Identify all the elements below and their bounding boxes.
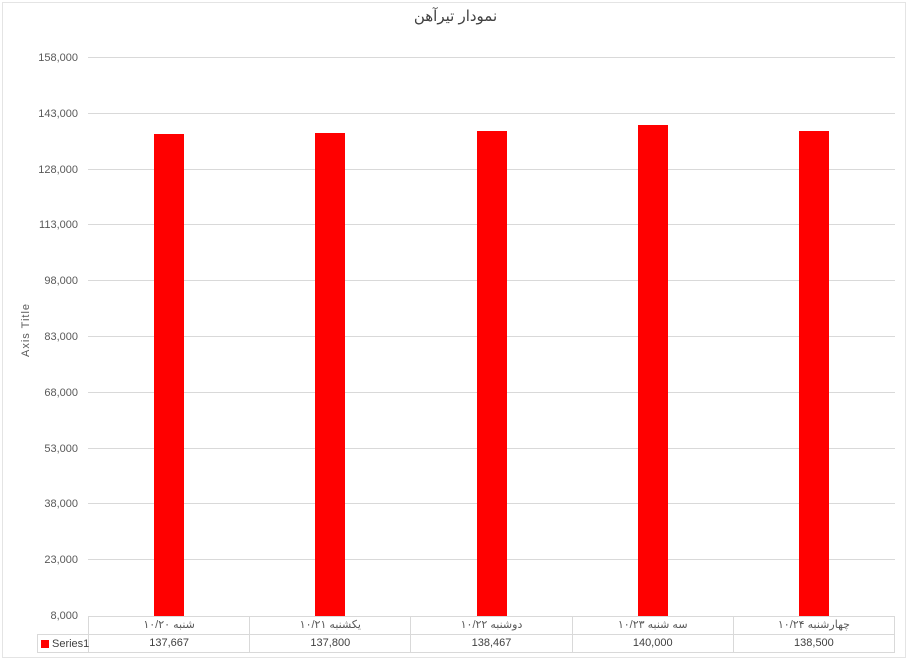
table-value-cell: 137,800: [250, 635, 412, 652]
chart-title: نمودار تیرآهن: [413, 8, 498, 25]
category-label: چهارشنبه ۱۰/۲۴: [777, 619, 850, 631]
y-tick-label: 98,000: [44, 275, 78, 288]
series1-bar-2[interactable]: [315, 133, 345, 616]
y-tick-label: 53,000: [44, 442, 78, 455]
table-value-cell: 138,500: [794, 637, 834, 649]
gridline: [88, 57, 895, 58]
category-label: یکشنبه ۱۰/۲۱: [250, 617, 412, 634]
category-label: سه شنبه ۱۰/۲۳: [573, 617, 734, 634]
table-value-cell: 137,667: [89, 635, 251, 652]
series1-bar-3[interactable]: [477, 131, 507, 616]
y-tick-label: 23,000: [44, 554, 78, 567]
category-label: شنبه ۱۰/۲۰: [89, 617, 251, 634]
y-tick-label: 143,000: [38, 107, 78, 120]
gridline: [88, 112, 895, 114]
series-color-swatch-icon: [41, 639, 49, 648]
y-tick-label: 128,000: [38, 163, 78, 176]
category-axis-row: شنبه ۱۰/۲۰ یکشنبه ۱۰/۲۱ دوشنبه ۱۰/۲۲ سه شنب…: [88, 616, 895, 634]
y-tick-label: 8,000: [50, 610, 78, 622]
category-label: دوشنبه ۱۰/۲۲: [411, 617, 573, 634]
legend-series-label: Series1: [52, 637, 90, 650]
y-tick-label: 68,000: [44, 386, 78, 399]
table-value-cell: 140,000: [573, 635, 734, 652]
y-tick-label: 113,000: [39, 219, 78, 232]
legend-cell[interactable]: Series1: [38, 635, 89, 652]
series1-bar-1[interactable]: [154, 134, 184, 616]
series1-bar-5[interactable]: [799, 131, 829, 616]
y-tick-label: 83,000: [44, 331, 78, 343]
y-tick-label: 38,000: [44, 498, 78, 511]
y-axis-title: Axis Title: [20, 302, 32, 358]
series1-bar-4[interactable]: [638, 125, 668, 616]
y-tick-label: 158,000: [38, 52, 78, 64]
table-value-cell: 138,467: [411, 635, 573, 652]
plot-area: [88, 57, 895, 616]
data-table-row: Series1 137,667 137,800 138,467 140,000 138,…: [37, 634, 895, 653]
